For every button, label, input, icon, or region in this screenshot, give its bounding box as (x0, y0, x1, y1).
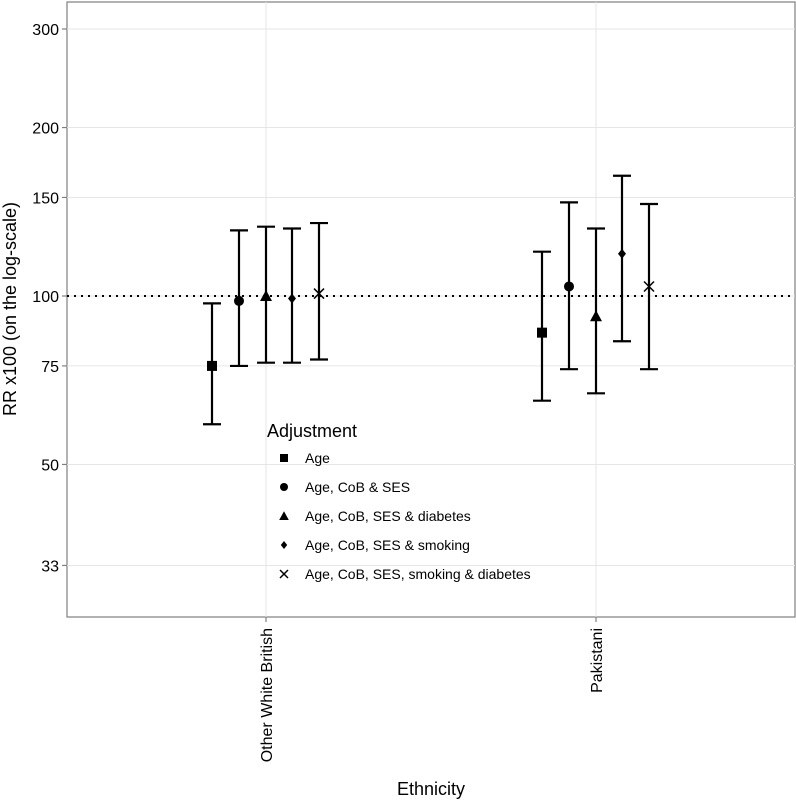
legend-item: Age, CoB, SES & diabetes (279, 508, 471, 524)
marker-circle (234, 295, 244, 306)
y-tick-label: 200 (32, 121, 59, 138)
x-axis: Other White British Pakistani (259, 617, 606, 762)
error-bar (613, 174, 631, 343)
y-tick-label: 150 (32, 190, 59, 207)
marker-x (313, 288, 325, 300)
y-tick-label: 100 (32, 289, 59, 306)
legend-item: Age, CoB, SES, smoking & diabetes (279, 566, 531, 582)
legend-item-label: Age (305, 450, 330, 466)
error-bar (203, 302, 221, 426)
legend-item: Age (280, 450, 330, 466)
marker-diamond (288, 293, 296, 304)
marker-circle (564, 281, 574, 292)
legend-item: Age, CoB, SES & smoking (280, 537, 470, 553)
legend-item-label: Age, CoB, SES & smoking (305, 537, 470, 553)
marker-diamond (618, 248, 626, 259)
error-bar (283, 227, 301, 364)
x-axis-label: Ethnicity (397, 779, 465, 799)
marker-circle (280, 483, 288, 491)
y-tick-label: 75 (41, 359, 59, 376)
error-bar (310, 221, 328, 361)
x-tick-label: Other White British (259, 628, 276, 762)
legend-item-label: Age, CoB, SES & diabetes (305, 508, 471, 524)
legend: Adjustment Age Age, CoB & SES Age, CoB, SE… (267, 421, 531, 582)
marker-triangle (279, 511, 289, 520)
marker-diamond (280, 541, 288, 549)
y-tick-label: 300 (32, 22, 59, 39)
x-tick-label: Pakistani (589, 628, 606, 693)
plot-panel (66, 1, 796, 618)
y-axis: 33 50 75 100 150 200 300 (32, 22, 67, 575)
error-bar (230, 229, 248, 368)
legend-item: Age, CoB & SES (280, 479, 410, 495)
marker-x (279, 569, 289, 579)
legend-item-label: Age, CoB & SES (305, 479, 410, 495)
marker-square (280, 454, 288, 462)
error-bar (560, 201, 578, 371)
error-bar (257, 225, 275, 364)
error-bar (587, 227, 605, 395)
error-bar (640, 202, 658, 371)
legend-item-label: Age, CoB, SES, smoking & diabetes (305, 566, 531, 582)
marker-x (643, 280, 655, 292)
y-tick-label: 33 (41, 558, 59, 575)
marker-triangle (260, 290, 272, 301)
data-marks (203, 174, 658, 426)
error-bar (533, 250, 551, 402)
marker-square (207, 360, 217, 371)
legend-title: Adjustment (267, 421, 357, 441)
marker-triangle (590, 310, 602, 322)
marker-square (537, 327, 547, 338)
y-axis-label: RR x100 (on the log-scale) (0, 202, 20, 416)
y-tick-label: 50 (41, 457, 59, 474)
